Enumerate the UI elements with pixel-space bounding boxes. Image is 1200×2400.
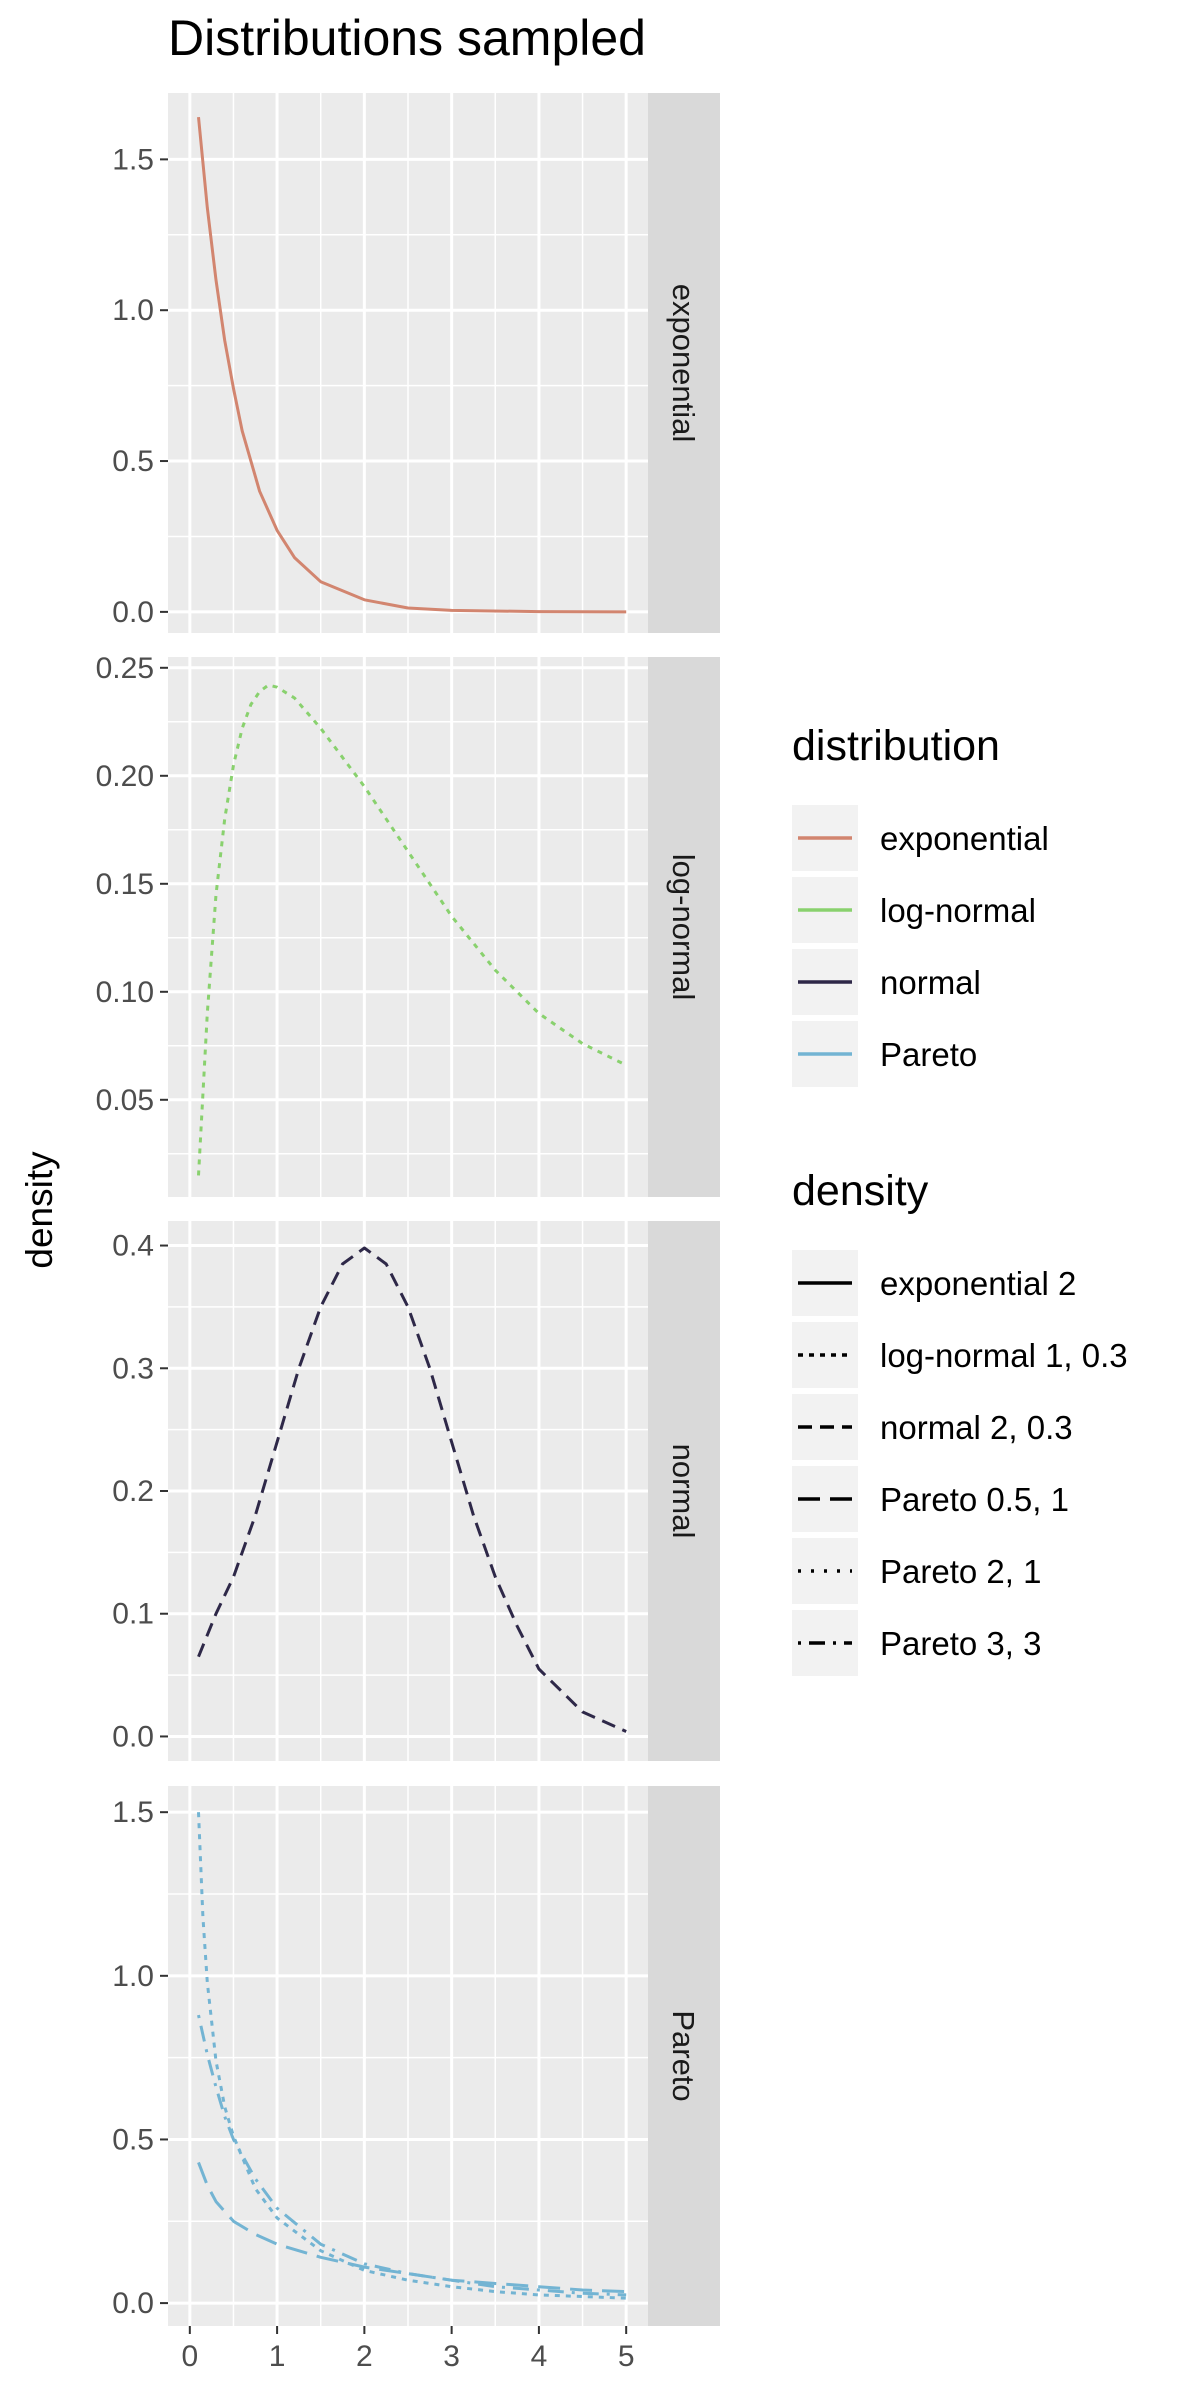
- y-tick-label: 0.4: [112, 1230, 154, 1263]
- y-tick-label: 1.0: [112, 294, 154, 327]
- facet-strip: [648, 657, 720, 1197]
- y-tick-label: 0.20: [96, 760, 154, 793]
- legend-distribution: distribution exponential log-normal normal P…: [792, 722, 1049, 1087]
- y-tick-label: 0.5: [112, 2123, 154, 2156]
- series-line-normal-2-0-3: [197, 1246, 627, 1733]
- legend-title: density: [792, 1167, 929, 1215]
- y-tick-label: 0.3: [112, 1352, 154, 1385]
- y-tick-label: 0.2: [112, 1475, 154, 1508]
- legend-entry-label: exponential 2: [880, 1265, 1076, 1302]
- legend-entry-label: Pareto 0.5, 1: [880, 1481, 1069, 1518]
- series-line-log-normal-1-0-3: [197, 683, 627, 1176]
- x-tick-label: 1: [269, 2340, 286, 2373]
- facet-panel-normal: 0.0 0.1 0.2 0.3 0.4 normal: [112, 1221, 720, 1761]
- x-tick-label: 0: [181, 2340, 198, 2373]
- y-tick-label: 0.15: [96, 868, 154, 901]
- y-tick-label: 1.5: [112, 143, 154, 176]
- legend-title: distribution: [792, 722, 1000, 770]
- legend-entry-label: log-normal: [880, 892, 1036, 929]
- facet-panels: 0.00.51.01.5exponential0.050.100.150.200…: [96, 93, 720, 2373]
- legend-entry-label: Pareto 3, 3: [880, 1625, 1041, 1662]
- facet-strip: [648, 1221, 720, 1761]
- y-axis-label: density: [19, 1151, 60, 1269]
- facet-panel-exponential: 0.0 0.5 1.0 1.5 exponential: [112, 93, 720, 633]
- y-tick-label: 0.0: [112, 2287, 154, 2320]
- legend-entry-label: exponential: [880, 820, 1049, 857]
- series-line-pareto-2-1: [197, 1812, 627, 2300]
- chart-title: Distributions sampled: [168, 10, 646, 66]
- legend-entry-label: normal: [880, 964, 981, 1001]
- series-line-exponential-2: [197, 116, 627, 614]
- facet-panel-log-normal: 0.05 0.10 0.15 0.20 0.25 log-normal: [96, 652, 720, 1197]
- facet-strip-label: exponential: [666, 284, 701, 443]
- x-tick-label: 3: [443, 2340, 460, 2373]
- facet-strip-label: normal: [666, 1444, 701, 1539]
- series-line-pareto-3-3: [197, 2014, 627, 2297]
- y-tick-label: 0.25: [96, 652, 154, 685]
- series-line-pareto-0-5-1: [197, 2161, 627, 2294]
- legend-entry-label: normal 2, 0.3: [880, 1409, 1073, 1446]
- facet-strip: [648, 93, 720, 633]
- legend-entry-label: log-normal 1, 0.3: [880, 1337, 1128, 1374]
- y-tick-label: 0.05: [96, 1084, 154, 1117]
- y-tick-label: 1.0: [112, 1960, 154, 1993]
- facet-panel-pareto: 0.0 0.5 1.0 1.5 Pareto: [112, 1786, 720, 2326]
- y-tick-label: 0.1: [112, 1598, 154, 1631]
- legend-entry-label: Pareto 2, 1: [880, 1553, 1041, 1590]
- y-tick-label: 0.0: [112, 1720, 154, 1753]
- facet-strip-label: log-normal: [666, 854, 701, 1000]
- y-tick-label: 0.0: [112, 596, 154, 629]
- y-tick-label: 0.5: [112, 445, 154, 478]
- x-tick-label: 4: [531, 2340, 548, 2373]
- legend-density: density exponential 2 log-normal 1, 0.3 nor…: [792, 1167, 1128, 1676]
- legend-entry-label: Pareto: [880, 1036, 977, 1073]
- x-tick-label: 2: [356, 2340, 373, 2373]
- x-axis: 0 1 2 3 4 5: [181, 2326, 635, 2373]
- x-tick-label: 5: [618, 2340, 635, 2373]
- y-tick-label: 0.10: [96, 976, 154, 1009]
- legends: distribution exponential log-normal normal P…: [792, 722, 1128, 1676]
- facet-strip: [648, 1786, 720, 2326]
- y-tick-label: 1.5: [112, 1796, 154, 1829]
- facet-strip-label: Pareto: [666, 2010, 701, 2101]
